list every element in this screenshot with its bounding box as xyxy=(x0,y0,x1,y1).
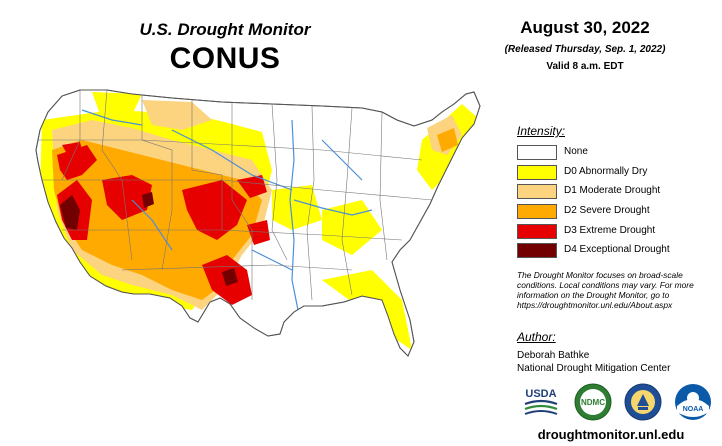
legend-label: D2 Severe Drought xyxy=(564,205,650,216)
note-line: conditions. Local conditions may vary. F… xyxy=(517,280,694,290)
legend-label: D0 Abnormally Dry xyxy=(564,166,648,177)
map-title: U.S. Drought Monitor xyxy=(139,20,311,39)
legend-label: D4 Exceptional Drought xyxy=(564,244,670,255)
drought-map xyxy=(35,89,481,357)
ndmc-logo: NDMC xyxy=(574,383,612,421)
legend-swatch xyxy=(517,145,557,160)
author-heading: Author: xyxy=(517,330,556,344)
legend-heading: Intensity: xyxy=(517,124,566,138)
svg-text:NDMC: NDMC xyxy=(581,398,605,407)
svg-text:NOAA: NOAA xyxy=(683,406,704,413)
website-link[interactable]: droughtmonitor.unl.edu xyxy=(537,427,685,442)
legend-swatch xyxy=(517,165,557,180)
legend-swatch xyxy=(517,224,557,239)
legend-label: None xyxy=(564,146,588,157)
noaa-logo: NOAA xyxy=(675,384,711,420)
note-line: information on the Drought Monitor, go t… xyxy=(517,290,670,300)
usda-logo: USDA xyxy=(524,388,558,415)
note-line: The Drought Monitor focuses on broad-sca… xyxy=(517,270,683,280)
map-date: August 30, 2022 xyxy=(520,18,650,37)
valid-time: Valid 8 a.m. EDT xyxy=(546,61,624,72)
legend-swatch xyxy=(517,184,557,199)
legend-swatch xyxy=(517,243,557,258)
partner-logos: USDA NDMC NOAA xyxy=(518,382,718,424)
note-link[interactable]: https://droughtmonitor.unl.edu/About.asp… xyxy=(517,300,673,310)
author-name: Deborah Bathke xyxy=(517,350,590,361)
legend-label: D1 Moderate Drought xyxy=(564,185,661,196)
svg-text:USDA: USDA xyxy=(525,388,556,400)
map-subtitle: CONUS xyxy=(169,42,281,75)
release-date: (Released Thursday, Sep. 1, 2022) xyxy=(504,44,666,55)
drought-monitor-note: The Drought Monitor focuses on broad-sca… xyxy=(517,270,717,310)
legend-label: D3 Extreme Drought xyxy=(564,225,656,236)
d4-areas xyxy=(60,192,238,286)
commerce-seal-logo xyxy=(624,383,662,421)
state-boundaries xyxy=(36,90,433,301)
legend-swatch xyxy=(517,204,557,219)
author-organization: National Drought Mitigation Center xyxy=(517,363,671,374)
